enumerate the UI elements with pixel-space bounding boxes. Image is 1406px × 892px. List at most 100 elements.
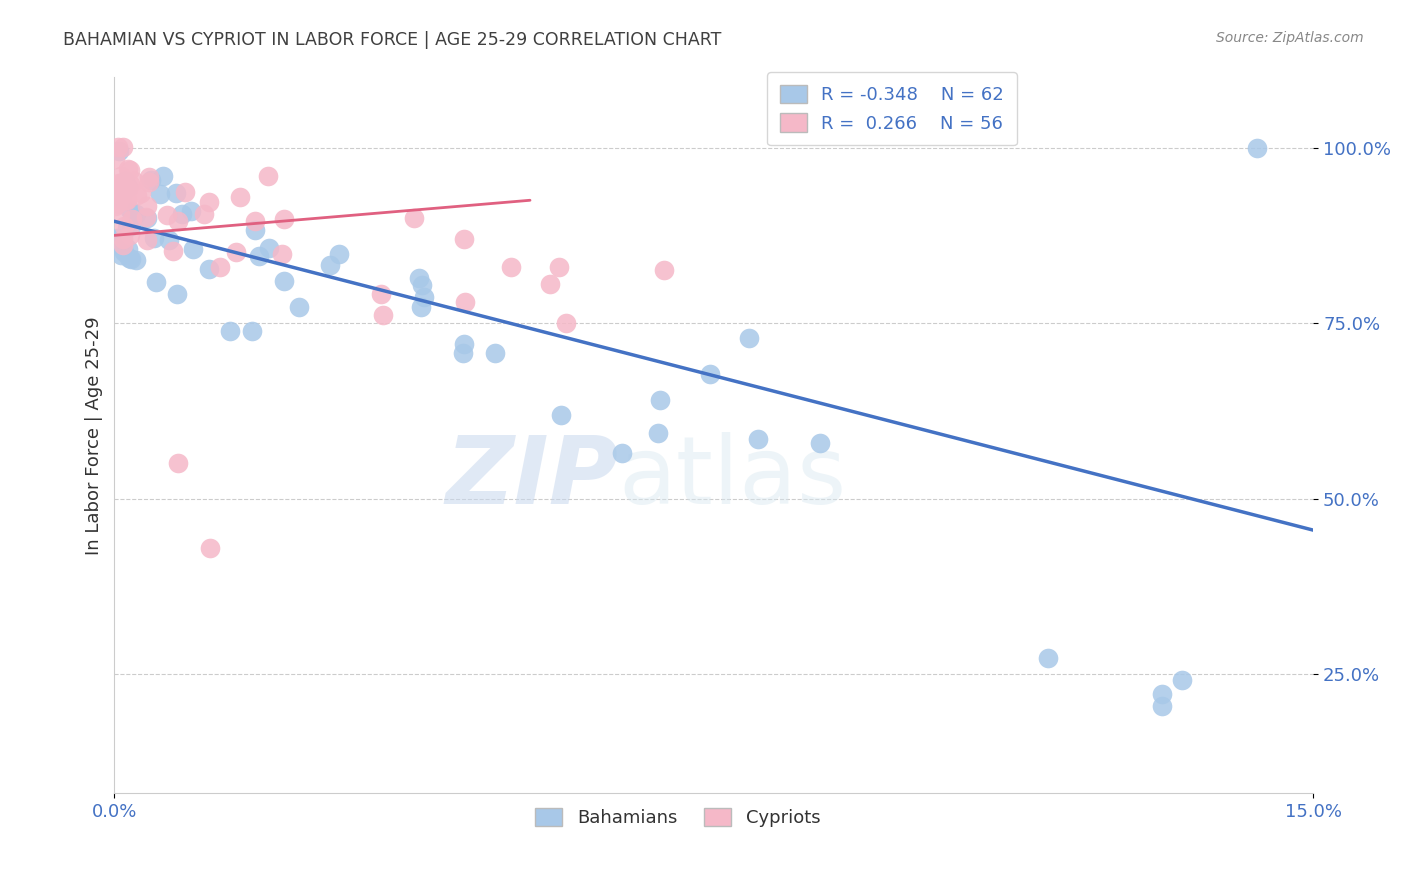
Point [408, 271, 430, 285]
Point [136, 211, 159, 225]
Point [111, 185, 134, 199]
Text: Source: ZipAtlas.com: Source: ZipAtlas.com [1216, 31, 1364, 45]
Point [107, 231, 129, 245]
Point [1152, 698, 1174, 713]
Point [273, 274, 295, 288]
Point [451, 346, 474, 360]
Point [181, 242, 204, 256]
Point [138, 169, 160, 184]
Point [174, 185, 197, 199]
Point [747, 432, 769, 446]
Point [648, 392, 671, 407]
Point [225, 245, 247, 260]
Point [118, 203, 141, 218]
Point [548, 260, 571, 274]
Point [112, 232, 135, 246]
Point [198, 262, 221, 277]
Text: BAHAMIAN VS CYPRIOT IN LABOR FORCE | AGE 25-29 CORRELATION CHART: BAHAMIAN VS CYPRIOT IN LABOR FORCE | AGE… [63, 31, 721, 49]
Point [110, 176, 132, 190]
Point [115, 221, 138, 235]
Point [114, 194, 136, 208]
Point [136, 234, 159, 248]
Point [104, 153, 127, 167]
Point [120, 177, 142, 191]
Point [271, 246, 294, 260]
Point [122, 174, 145, 188]
Point [104, 199, 127, 213]
Point [170, 207, 193, 221]
Point [125, 252, 148, 267]
Point [118, 228, 141, 243]
Point [139, 173, 162, 187]
Point [112, 238, 135, 252]
Point [117, 180, 139, 194]
Point [162, 244, 184, 259]
Point [454, 295, 477, 310]
Point [373, 308, 395, 322]
Point [129, 186, 152, 200]
Point [104, 232, 127, 246]
Point [413, 290, 436, 304]
Point [1150, 688, 1173, 702]
Y-axis label: In Labor Force | Age 25-29: In Labor Force | Age 25-29 [86, 316, 103, 555]
Point [453, 231, 475, 245]
Point [152, 169, 174, 183]
Point [243, 214, 266, 228]
Point [243, 223, 266, 237]
Point [138, 175, 160, 189]
Point [143, 230, 166, 244]
Point [111, 189, 134, 203]
Point [328, 246, 350, 260]
Point [288, 300, 311, 314]
Point [136, 199, 159, 213]
Point [404, 211, 426, 226]
Point [200, 541, 222, 555]
Point [610, 446, 633, 460]
Point [110, 183, 132, 197]
Point [647, 425, 669, 440]
Point [208, 260, 231, 274]
Point [118, 163, 141, 178]
Point [166, 213, 188, 227]
Point [247, 249, 270, 263]
Point [117, 242, 139, 256]
Point [453, 337, 475, 351]
Point [219, 324, 242, 338]
Point [114, 173, 136, 187]
Point [699, 367, 721, 381]
Point [259, 241, 281, 255]
Point [145, 276, 167, 290]
Point [115, 193, 138, 207]
Point [111, 140, 134, 154]
Point [110, 192, 132, 206]
Point [125, 187, 148, 202]
Point [117, 161, 139, 176]
Point [198, 194, 221, 209]
Point [117, 252, 139, 266]
Point [273, 212, 295, 227]
Point [654, 263, 676, 277]
Point [554, 316, 576, 330]
Point [180, 203, 202, 218]
Point [135, 210, 157, 224]
Point [149, 186, 172, 201]
Point [108, 176, 131, 190]
Point [125, 207, 148, 221]
Point [240, 324, 263, 338]
Point [120, 252, 142, 266]
Point [110, 188, 132, 202]
Point [104, 182, 127, 196]
Text: atlas: atlas [617, 433, 846, 524]
Point [167, 457, 190, 471]
Point [108, 144, 131, 158]
Point [166, 287, 188, 301]
Point [107, 139, 129, 153]
Point [501, 260, 523, 274]
Point [107, 196, 129, 211]
Point [1246, 141, 1268, 155]
Point [157, 233, 180, 247]
Point [484, 346, 506, 360]
Legend: Bahamians, Cypriots: Bahamians, Cypriots [529, 801, 828, 834]
Point [1171, 673, 1194, 687]
Point [737, 331, 759, 345]
